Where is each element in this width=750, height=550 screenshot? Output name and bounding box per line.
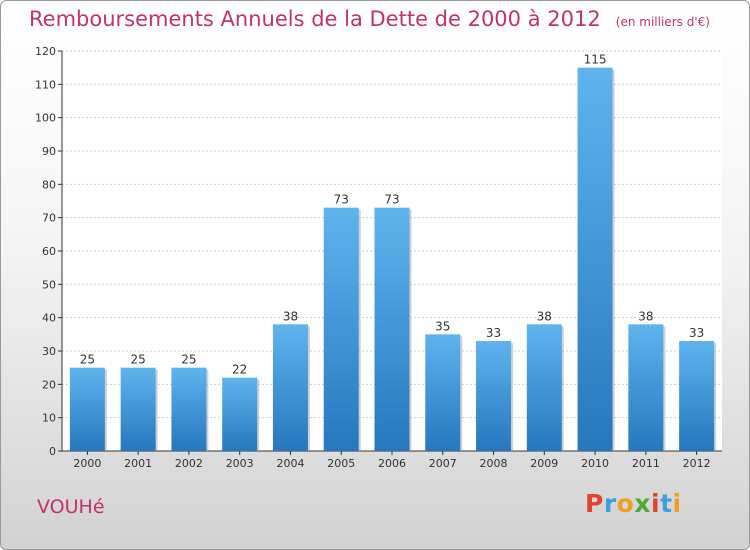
chart-subtitle: (en milliers d'€): [615, 15, 710, 29]
x-tick-label: 2005: [327, 457, 355, 470]
x-tick-label: 2001: [124, 457, 152, 470]
bar-2006: [374, 207, 410, 451]
bar-2007: [425, 334, 461, 451]
logo-letter: P: [585, 489, 604, 518]
data-label: 73: [384, 193, 399, 207]
commune-name: VOUHé: [37, 496, 105, 518]
logo-letter: o: [616, 489, 635, 518]
data-label: 33: [689, 326, 704, 340]
data-label: 38: [283, 309, 298, 323]
bar-2003: [222, 377, 258, 451]
y-tick-label: 70: [42, 212, 56, 225]
x-tick-label: 2007: [429, 457, 457, 470]
x-tick-label: 2002: [175, 457, 203, 470]
logo-letter: i: [651, 489, 661, 518]
y-tick-label: 120: [35, 45, 56, 58]
bar-2000: [69, 367, 105, 451]
x-tick-label: 2010: [581, 457, 609, 470]
y-tick-label: 90: [42, 145, 56, 158]
y-tick-label: 80: [42, 178, 56, 191]
y-tick-label: 110: [35, 78, 56, 91]
x-tick-label: 2006: [378, 457, 406, 470]
bar-2010: [577, 67, 613, 452]
data-label: 25: [131, 353, 146, 367]
x-tick-label: 2004: [276, 457, 304, 470]
bar-2011: [628, 324, 664, 451]
data-label: 38: [537, 309, 552, 323]
chart-title-block: Remboursements Annuels de la Dette de 20…: [29, 7, 710, 31]
y-tick-label: 40: [42, 312, 56, 325]
data-label: 22: [232, 363, 247, 377]
y-tick-label: 100: [35, 112, 56, 125]
y-tick-label: 20: [42, 378, 56, 391]
logo-letter: r: [603, 489, 617, 518]
x-tick-label: 2009: [530, 457, 558, 470]
x-tick-label: 2000: [73, 457, 101, 470]
x-tick-label: 2011: [632, 457, 660, 470]
logo-letter: t: [660, 489, 673, 518]
bar-2009: [526, 324, 562, 451]
y-tick-label: 10: [42, 412, 56, 425]
bar-2002: [171, 367, 207, 451]
x-tick-label: 2012: [683, 457, 711, 470]
bar-2004: [272, 324, 308, 451]
data-label: 25: [80, 353, 95, 367]
data-label: 38: [638, 309, 653, 323]
bar-2005: [323, 207, 359, 451]
bar-2008: [476, 341, 512, 451]
proxiti-logo: Proxiti: [585, 489, 682, 518]
y-tick-label: 60: [42, 245, 56, 258]
logo-letter: x: [634, 489, 651, 518]
data-label: 25: [181, 353, 196, 367]
bar-2012: [679, 341, 715, 451]
y-tick-label: 30: [42, 345, 56, 358]
y-tick-label: 50: [42, 278, 56, 291]
logo-letter: i: [672, 489, 682, 518]
data-label: 35: [435, 319, 450, 333]
x-tick-label: 2003: [226, 457, 254, 470]
bar-2001: [120, 367, 156, 451]
data-label: 73: [334, 193, 349, 207]
data-label: 33: [486, 326, 501, 340]
chart-title: Remboursements Annuels de la Dette de 20…: [29, 7, 601, 31]
y-tick-label: 0: [49, 445, 56, 458]
data-label: 115: [584, 53, 607, 67]
x-tick-label: 2008: [480, 457, 508, 470]
